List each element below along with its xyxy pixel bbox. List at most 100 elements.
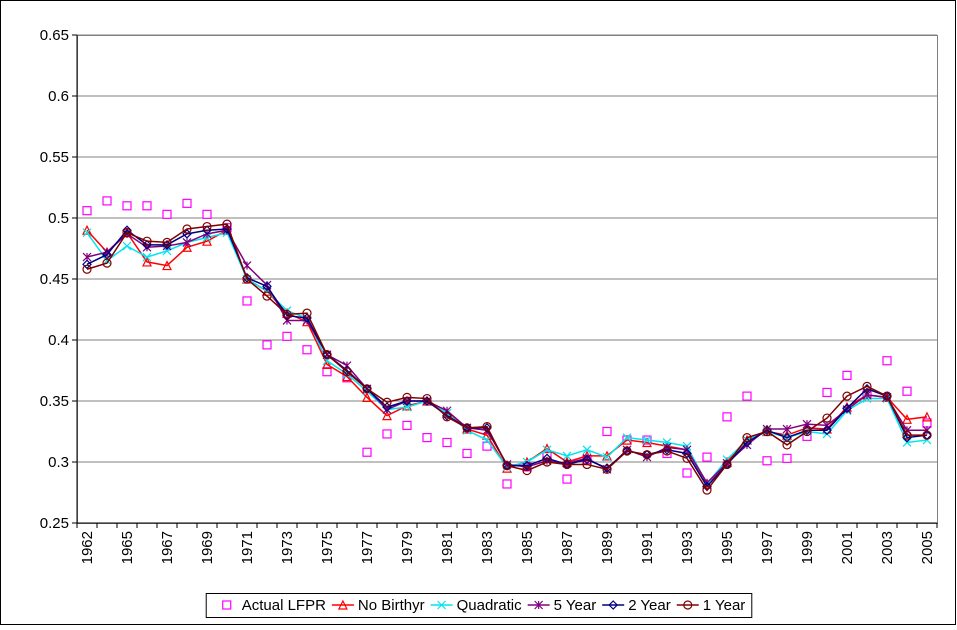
x-tick-label: 1991: [639, 531, 656, 564]
marker: [582, 445, 592, 455]
marker: [822, 387, 832, 398]
y-tick-label: 0.65: [40, 27, 69, 44]
marker: [534, 600, 544, 610]
marker: [642, 435, 652, 445]
marker: [722, 412, 732, 422]
marker: [702, 485, 712, 495]
marker: [262, 281, 272, 292]
marker: [162, 260, 172, 271]
x-tick-label: 1975: [319, 531, 336, 564]
marker: [402, 396, 412, 406]
marker: [162, 237, 172, 247]
x-tick-label: 1965: [119, 531, 136, 564]
marker: [162, 209, 172, 219]
marker: [302, 345, 312, 355]
marker: [922, 425, 932, 435]
y-tick-label: 0.6: [48, 88, 69, 105]
marker: [102, 258, 112, 268]
marker: [862, 381, 872, 391]
marker: [842, 403, 852, 414]
marker: [342, 367, 352, 377]
marker: [422, 393, 432, 404]
legend-box: [205, 593, 753, 618]
marker: [902, 386, 912, 396]
x-tick-label: 1983: [479, 531, 496, 564]
marker: [122, 225, 132, 236]
x-tick-label: 1967: [159, 531, 176, 564]
marker: [782, 432, 792, 443]
marker: [882, 356, 892, 366]
x-tick-label: 2001: [839, 531, 856, 564]
marker: [922, 418, 932, 428]
marker: [542, 445, 552, 455]
y-tick-label: 0.35: [40, 393, 69, 410]
marker: [102, 196, 112, 206]
marker: [182, 224, 192, 234]
marker: [202, 221, 212, 232]
legend: Actual LFPR No Birthyr Quadratic 5 Year 2 Ye…: [205, 593, 753, 618]
legend-label: Actual LFPR: [242, 597, 326, 614]
marker: [842, 391, 852, 401]
marker: [142, 239, 152, 250]
marker: [122, 241, 132, 251]
marker: [202, 209, 212, 219]
marker: [602, 464, 612, 474]
marker: [422, 433, 432, 443]
marker: [842, 370, 852, 380]
marker: [282, 309, 292, 319]
marker: [337, 599, 348, 610]
series-line: [86, 223, 927, 492]
marker: [782, 440, 792, 450]
x-tick-label: 2005: [919, 531, 936, 564]
legend-label: 2 Year: [628, 597, 671, 614]
marker: [362, 384, 372, 394]
marker: [362, 391, 372, 402]
y-tick-label: 0.4: [48, 332, 69, 349]
marker: [602, 452, 612, 462]
marker: [608, 600, 619, 610]
x-tick-label: 1993: [679, 531, 696, 564]
marker: [522, 465, 532, 476]
marker: [242, 274, 252, 284]
marker: [402, 392, 412, 402]
marker: [182, 241, 192, 252]
marker: [322, 367, 332, 377]
marker: [162, 239, 172, 250]
marker: [582, 454, 592, 465]
marker: [222, 600, 232, 610]
marker: [622, 446, 632, 456]
marker: [482, 422, 492, 432]
marker: [902, 413, 912, 424]
legend-label: Quadratic: [457, 597, 523, 614]
marker: [762, 456, 772, 466]
marker: [562, 459, 572, 470]
x-tick-label: 1989: [599, 531, 616, 564]
marker: [662, 446, 672, 456]
x-tick-label: 1997: [759, 531, 776, 564]
marker: [562, 474, 572, 484]
marker: [462, 423, 472, 433]
legend-label: No Birthyr: [358, 597, 425, 614]
marker: [442, 412, 452, 422]
marker: [282, 331, 292, 341]
marker: [902, 432, 912, 443]
marker: [122, 228, 132, 238]
marker: [622, 433, 632, 443]
x-tick-label: 1969: [199, 531, 216, 564]
marker: [683, 600, 693, 610]
marker: [437, 600, 447, 610]
marker: [322, 359, 332, 369]
x-tick-label: 2003: [879, 531, 896, 564]
y-tick-label: 0.55: [40, 149, 69, 166]
marker: [782, 453, 792, 463]
marker: [442, 437, 452, 448]
marker: [582, 459, 592, 470]
marker: [142, 252, 152, 262]
marker: [82, 206, 92, 216]
marker: [922, 435, 932, 445]
marker: [682, 453, 692, 463]
marker: [542, 457, 552, 467]
marker: [602, 426, 612, 437]
marker: [82, 228, 92, 238]
